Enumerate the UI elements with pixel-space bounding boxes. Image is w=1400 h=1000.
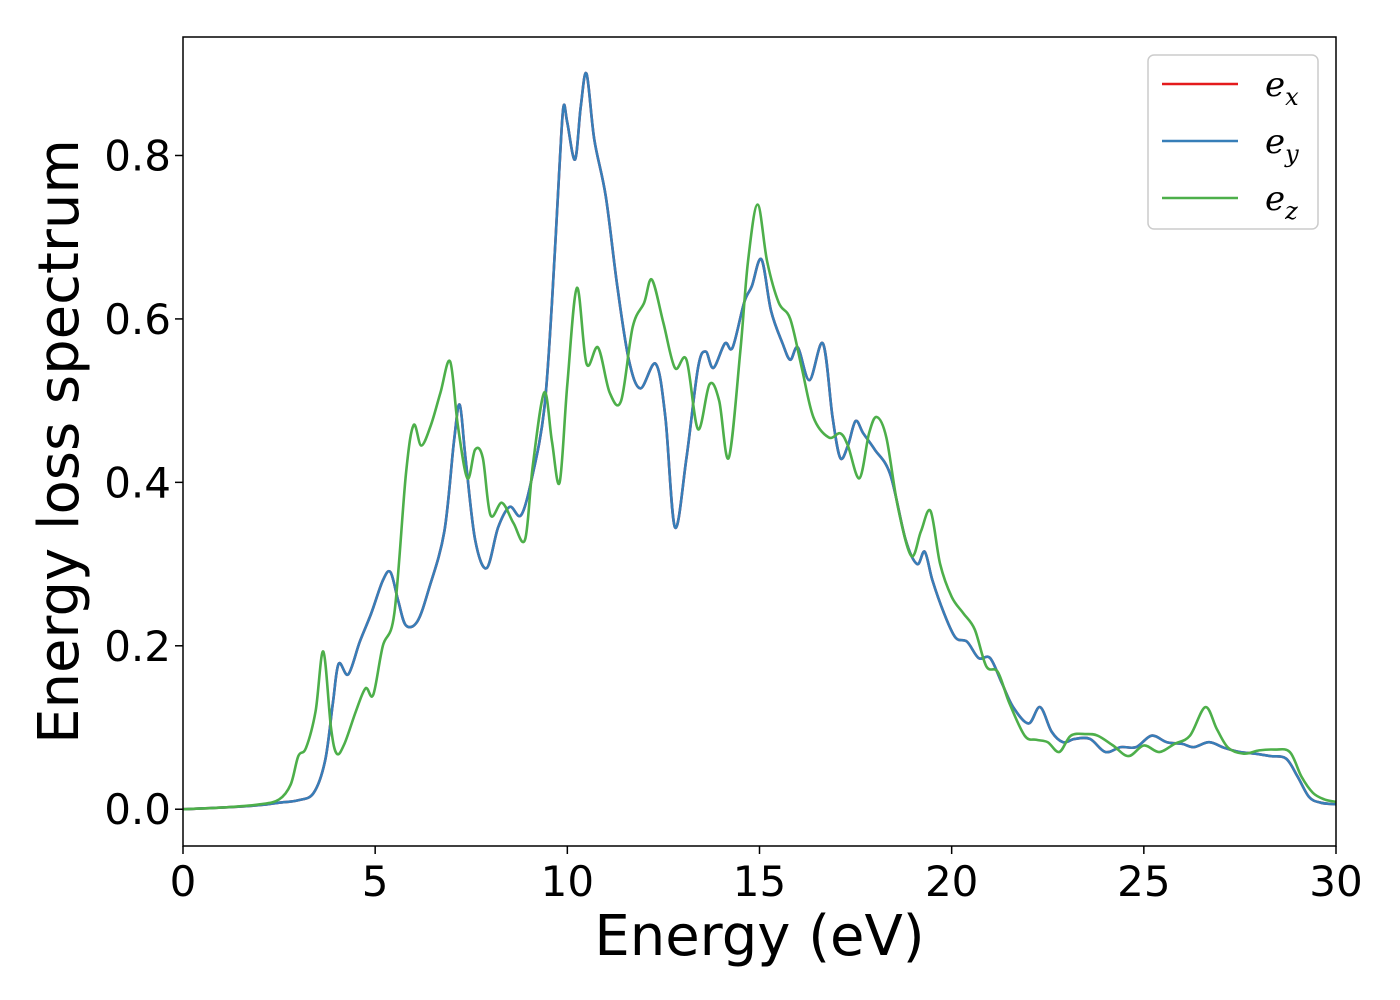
y-tick-label: 0.8 bbox=[104, 131, 171, 180]
x-tick-label: 30 bbox=[1309, 857, 1362, 906]
x-tick-label: 20 bbox=[925, 857, 978, 906]
y-tick-label: 0.4 bbox=[104, 458, 171, 507]
y-tick-label: 0.6 bbox=[104, 295, 171, 344]
y-axis-ticks: 0.0 0.2 0.4 0.6 0.8 bbox=[104, 131, 183, 834]
x-tick-label: 0 bbox=[170, 857, 197, 906]
legend-label-z: ez bbox=[1265, 179, 1298, 225]
series-line-y bbox=[182, 71, 1337, 811]
x-axis-ticks: 0 5 10 15 20 25 30 bbox=[170, 846, 1363, 906]
y-axis-label: Energy loss spectrum bbox=[27, 139, 92, 744]
x-tick-label: 5 bbox=[362, 857, 389, 906]
legend-label-x: ex bbox=[1265, 65, 1299, 111]
x-tick-label: 10 bbox=[541, 857, 594, 906]
legend-label-y: ey bbox=[1265, 122, 1299, 168]
legend: ex ey ez bbox=[1147, 54, 1319, 230]
series-line-z bbox=[182, 203, 1337, 811]
x-tick-label: 25 bbox=[1117, 857, 1170, 906]
x-axis-label: Energy (eV) bbox=[594, 904, 924, 969]
plot-lines bbox=[182, 71, 1337, 811]
y-tick-label: 0.0 bbox=[104, 785, 171, 834]
y-tick-label: 0.2 bbox=[104, 622, 171, 671]
x-tick-label: 15 bbox=[733, 857, 786, 906]
